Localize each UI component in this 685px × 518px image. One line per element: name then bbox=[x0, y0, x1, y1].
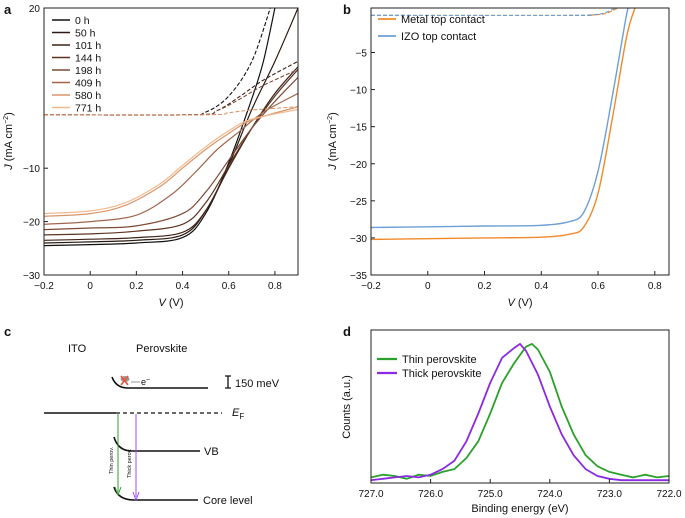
perovskite-label: Perovskite bbox=[136, 343, 187, 355]
panel-b-xtick-label: −0.2 bbox=[361, 281, 381, 292]
panel-a-legend-label: 101 h bbox=[75, 40, 101, 52]
panel-a-series-line bbox=[44, 108, 298, 215]
panel-a-xtick-label: 0.4 bbox=[176, 281, 190, 292]
panel-d-xtick-label: 727.0 bbox=[358, 489, 383, 500]
panel-a-legend-label: 0 h bbox=[75, 15, 90, 27]
panel-b-xtick-label: 0.6 bbox=[591, 281, 605, 292]
panel-a-legend-label: 144 h bbox=[75, 53, 101, 65]
panel-d: d 727.0 726.0 725.0 724.0 723.0 722.0 Binding… bbox=[341, 324, 682, 515]
panel-b-ytick-label: −30 bbox=[350, 234, 367, 245]
panel-b-legend-label: Metal top contact bbox=[401, 14, 485, 26]
panel-a-axes: −0.2 0 0.2 0.4 0.6 0.8 −30 −20 −10 20 bbox=[23, 4, 282, 292]
thin-perov-arrowhead bbox=[114, 486, 122, 497]
panel-d-series-line bbox=[371, 342, 669, 482]
panel-a-ytick-label: −20 bbox=[23, 218, 40, 229]
panel-b-xlabel: V (V) bbox=[507, 297, 532, 309]
thin-perov-arrow-label: Thin perov. bbox=[109, 446, 115, 474]
panel-b-xtick-label: 0 bbox=[425, 281, 431, 292]
thick-perov-arrow-label: Thick perov. bbox=[127, 448, 133, 478]
panel-a-ytick-label: −30 bbox=[23, 271, 40, 282]
panel-a-legend-label: 409 h bbox=[75, 78, 101, 90]
panel-a-frame bbox=[43, 7, 299, 276]
panel-a-series-line bbox=[44, 106, 298, 217]
barrier-marker bbox=[225, 375, 231, 389]
panel-a: a −0.2 0 0.2 0.4 0.6 0.8 −30 −20 −10 20 V (V) J (… bbox=[3, 2, 299, 309]
panel-a-dark-line bbox=[44, 106, 298, 116]
core-level-label: Core level bbox=[203, 495, 253, 507]
panel-d-legend-label: Thin perovskite bbox=[402, 354, 477, 366]
panel-b-axes: −0.2 0 0.2 0.4 0.6 0.8 −35 −30 −25 −20 −15 −10 −5 bbox=[350, 49, 662, 293]
panel-a-series-line bbox=[44, 69, 298, 236]
panel-b-series-line bbox=[371, 8, 630, 229]
thick-perov-arrowhead bbox=[132, 491, 140, 502]
panel-a-label: a bbox=[4, 2, 12, 17]
blocked-cross-icon bbox=[120, 375, 129, 386]
panel-a-xtick-label: 0 bbox=[87, 281, 93, 292]
panel-d-series-line bbox=[371, 342, 669, 480]
panel-a-xtick-label: 0.8 bbox=[268, 281, 282, 292]
panel-b-plot-area bbox=[371, 8, 636, 241]
panel-d-xtick-label: 725.0 bbox=[478, 489, 503, 500]
panel-a-xtick-label: 0.6 bbox=[222, 281, 236, 292]
panel-b-ytick-label: −15 bbox=[350, 123, 367, 134]
panel-a-xtick-label: 0.2 bbox=[129, 281, 143, 292]
panel-a-plot-area bbox=[44, 8, 298, 247]
core-level bbox=[113, 486, 198, 501]
panel-a-ytick-label: 20 bbox=[29, 4, 41, 15]
conduction-band bbox=[111, 376, 208, 389]
panel-d-xtick-label: 724.0 bbox=[537, 489, 562, 500]
panel-b-xtick-label: 0.2 bbox=[478, 281, 492, 292]
panel-d-plot-area bbox=[371, 342, 669, 482]
panel-a-xtick-label: −0.2 bbox=[34, 281, 54, 292]
panel-d-xtick-label: 723.0 bbox=[597, 489, 622, 500]
panel-b-ytick-label: −20 bbox=[350, 160, 367, 171]
panel-d-xtick-label: 722.0 bbox=[656, 489, 681, 500]
panel-d-axes: 727.0 726.0 725.0 724.0 723.0 722.0 bbox=[358, 479, 682, 500]
barrier-label: 150 meV bbox=[235, 378, 280, 390]
panel-d-label: d bbox=[343, 324, 351, 339]
panel-b-ytick-label: −25 bbox=[350, 197, 367, 208]
panel-b-frame bbox=[370, 7, 670, 276]
valence-band bbox=[113, 436, 200, 452]
panel-b-series-line bbox=[371, 8, 636, 241]
panel-d-legend-label: Thick perovskite bbox=[402, 368, 481, 380]
panel-a-legend-label: 771 h bbox=[75, 103, 101, 115]
panel-a-ylabel: J (mA cm−2) bbox=[3, 112, 15, 171]
panel-a-ytick-label: −10 bbox=[23, 164, 40, 175]
panel-a-legend-label: 198 h bbox=[75, 65, 101, 77]
panel-a-xlabel: V (V) bbox=[158, 297, 183, 309]
panel-b-label: b bbox=[343, 2, 351, 17]
panel-d-ylabel: Counts (a.u.) bbox=[341, 375, 353, 439]
panel-b-ytick-label: −35 bbox=[350, 271, 367, 282]
panel-d-frame bbox=[370, 329, 670, 484]
panel-c: c ITO Perovskite e− 150 meV EF VB Core l… bbox=[4, 324, 280, 507]
panel-b-ytick-label: −5 bbox=[356, 49, 368, 60]
panel-a-series-line bbox=[44, 8, 276, 247]
panel-a-series-line bbox=[44, 66, 298, 241]
panel-b-ylabel: J (mA cm−2) bbox=[327, 112, 339, 171]
panel-a-dark-line bbox=[44, 8, 271, 116]
electron-label: e− bbox=[141, 377, 150, 387]
vb-label: VB bbox=[204, 446, 219, 458]
panel-b-xtick-label: 0.4 bbox=[534, 281, 548, 292]
panel-b-legend: Metal top contact IZO top contact bbox=[378, 14, 485, 43]
panel-a-legend-label: 580 h bbox=[75, 90, 101, 102]
panel-b-ytick-label: −10 bbox=[350, 86, 367, 97]
ito-label: ITO bbox=[68, 343, 87, 355]
panel-a-legend-label: 50 h bbox=[75, 28, 96, 40]
panel-b-legend-label: IZO top contact bbox=[401, 31, 476, 43]
panel-b-dark-line bbox=[371, 8, 616, 17]
panel-b: b −0.2 0 0.2 0.4 0.6 0.8−35−30−25−20−15−10−5 … bbox=[327, 2, 670, 309]
fermi-level-label: EF bbox=[232, 407, 244, 421]
panel-c-label: c bbox=[4, 324, 11, 339]
panel-b-xtick-label: 0.8 bbox=[648, 281, 662, 292]
panel-d-xtick-label: 726.0 bbox=[418, 489, 443, 500]
panel-d-xlabel: Binding energy (eV) bbox=[471, 503, 568, 515]
panel-d-legend: Thin perovskite Thick perovskite bbox=[377, 354, 481, 380]
